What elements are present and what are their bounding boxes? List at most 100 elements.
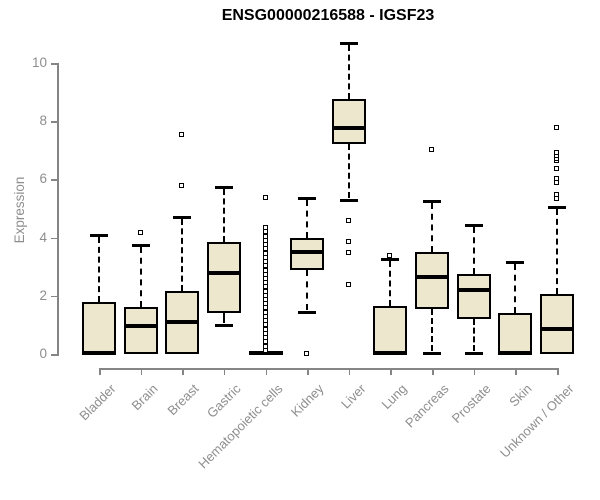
median-line bbox=[498, 350, 533, 355]
upper-whisker-cap bbox=[464, 223, 483, 227]
median-line bbox=[373, 350, 408, 355]
outlier-point bbox=[554, 180, 560, 186]
outlier-point bbox=[554, 125, 560, 131]
y-axis-tick bbox=[51, 237, 58, 240]
outlier-point bbox=[137, 229, 143, 235]
outlier-point bbox=[262, 225, 268, 231]
x-axis-tick bbox=[348, 368, 351, 375]
x-axis-tick bbox=[557, 368, 559, 375]
x-axis-line bbox=[99, 368, 559, 370]
y-axis-tick bbox=[51, 295, 58, 298]
outlier-point bbox=[262, 343, 268, 349]
upper-whisker bbox=[556, 209, 559, 295]
y-tick-label: 8 bbox=[39, 113, 47, 129]
upper-whisker-cap bbox=[506, 261, 525, 265]
median-line bbox=[331, 126, 366, 131]
lower-whisker-cap bbox=[339, 198, 358, 202]
upper-whisker-cap bbox=[131, 243, 150, 247]
median-line bbox=[456, 287, 491, 292]
upper-whisker-cap bbox=[90, 233, 108, 237]
outlier-point bbox=[262, 194, 268, 200]
box bbox=[331, 99, 366, 145]
box bbox=[206, 241, 241, 314]
median-line bbox=[415, 274, 450, 279]
lower-whisker bbox=[431, 308, 434, 351]
x-axis-tick bbox=[99, 368, 101, 375]
outlier-point bbox=[554, 149, 560, 155]
box bbox=[456, 273, 491, 320]
median-line bbox=[290, 250, 325, 255]
x-axis-tick bbox=[140, 368, 143, 375]
upper-whisker-cap bbox=[381, 258, 400, 262]
lower-whisker-cap bbox=[214, 323, 233, 327]
outlier-point bbox=[345, 250, 351, 256]
outlier-point bbox=[345, 238, 351, 244]
outlier-point bbox=[262, 309, 268, 315]
outlier-point bbox=[262, 301, 268, 307]
upper-whisker-cap bbox=[298, 197, 317, 201]
lower-whisker bbox=[472, 319, 475, 351]
x-axis-tick bbox=[182, 368, 184, 375]
outlier-point bbox=[262, 242, 268, 248]
y-tick-label: 0 bbox=[39, 346, 47, 361]
x-axis-tick bbox=[307, 368, 309, 375]
median-line bbox=[82, 350, 116, 355]
outlier-point bbox=[554, 165, 560, 171]
upper-whisker-cap bbox=[423, 200, 442, 204]
outlier-point bbox=[345, 282, 351, 288]
upper-whisker-cap bbox=[214, 185, 233, 189]
outlier-point bbox=[262, 233, 268, 239]
upper-whisker bbox=[98, 236, 100, 302]
upper-whisker bbox=[431, 203, 434, 253]
median-line bbox=[540, 327, 575, 332]
outlier-point bbox=[262, 276, 268, 282]
outlier-point bbox=[262, 250, 268, 256]
x-axis-tick bbox=[432, 368, 434, 375]
outlier-point bbox=[262, 292, 268, 298]
outlier-point bbox=[304, 350, 310, 356]
box bbox=[123, 307, 158, 354]
x-axis-tick bbox=[390, 368, 392, 375]
lower-whisker-cap bbox=[464, 351, 483, 355]
outlier-point bbox=[345, 218, 351, 224]
y-axis-tick bbox=[51, 179, 58, 181]
upper-whisker bbox=[472, 226, 475, 274]
y-tick-label: 10 bbox=[31, 55, 47, 70]
x-axis-tick bbox=[473, 368, 476, 375]
lower-whisker bbox=[306, 269, 309, 310]
upper-whisker bbox=[139, 246, 142, 308]
x-tick-label: Unknown / Other bbox=[497, 381, 577, 461]
outlier-point bbox=[429, 146, 435, 152]
y-axis-line bbox=[57, 63, 59, 356]
y-axis-label: Expression bbox=[12, 176, 27, 244]
y-axis-tick bbox=[51, 121, 58, 123]
upper-whisker bbox=[347, 44, 350, 100]
outlier-point bbox=[262, 335, 268, 341]
outlier-point bbox=[262, 326, 268, 332]
upper-whisker bbox=[514, 264, 517, 314]
box bbox=[498, 313, 533, 354]
box bbox=[415, 252, 450, 309]
upper-whisker bbox=[389, 261, 392, 306]
y-tick-label: 2 bbox=[39, 287, 47, 303]
lower-whisker-cap bbox=[298, 310, 317, 314]
box bbox=[373, 305, 408, 354]
box bbox=[82, 301, 116, 354]
outlier-point bbox=[262, 267, 268, 273]
x-axis-tick bbox=[265, 368, 268, 375]
outlier-point bbox=[262, 259, 268, 265]
box bbox=[540, 294, 575, 354]
median-line bbox=[206, 270, 241, 275]
median-line bbox=[123, 324, 158, 329]
lower-whisker bbox=[222, 313, 225, 323]
median-line bbox=[165, 319, 200, 324]
outlier-point bbox=[387, 253, 393, 259]
x-axis-tick bbox=[223, 368, 226, 375]
y-tick-label: 6 bbox=[39, 171, 47, 187]
outlier-point bbox=[554, 175, 560, 181]
outlier-point bbox=[554, 191, 560, 197]
y-axis-tick bbox=[51, 63, 58, 65]
upper-whisker-cap bbox=[339, 41, 358, 45]
x-axis-tick bbox=[515, 368, 517, 375]
